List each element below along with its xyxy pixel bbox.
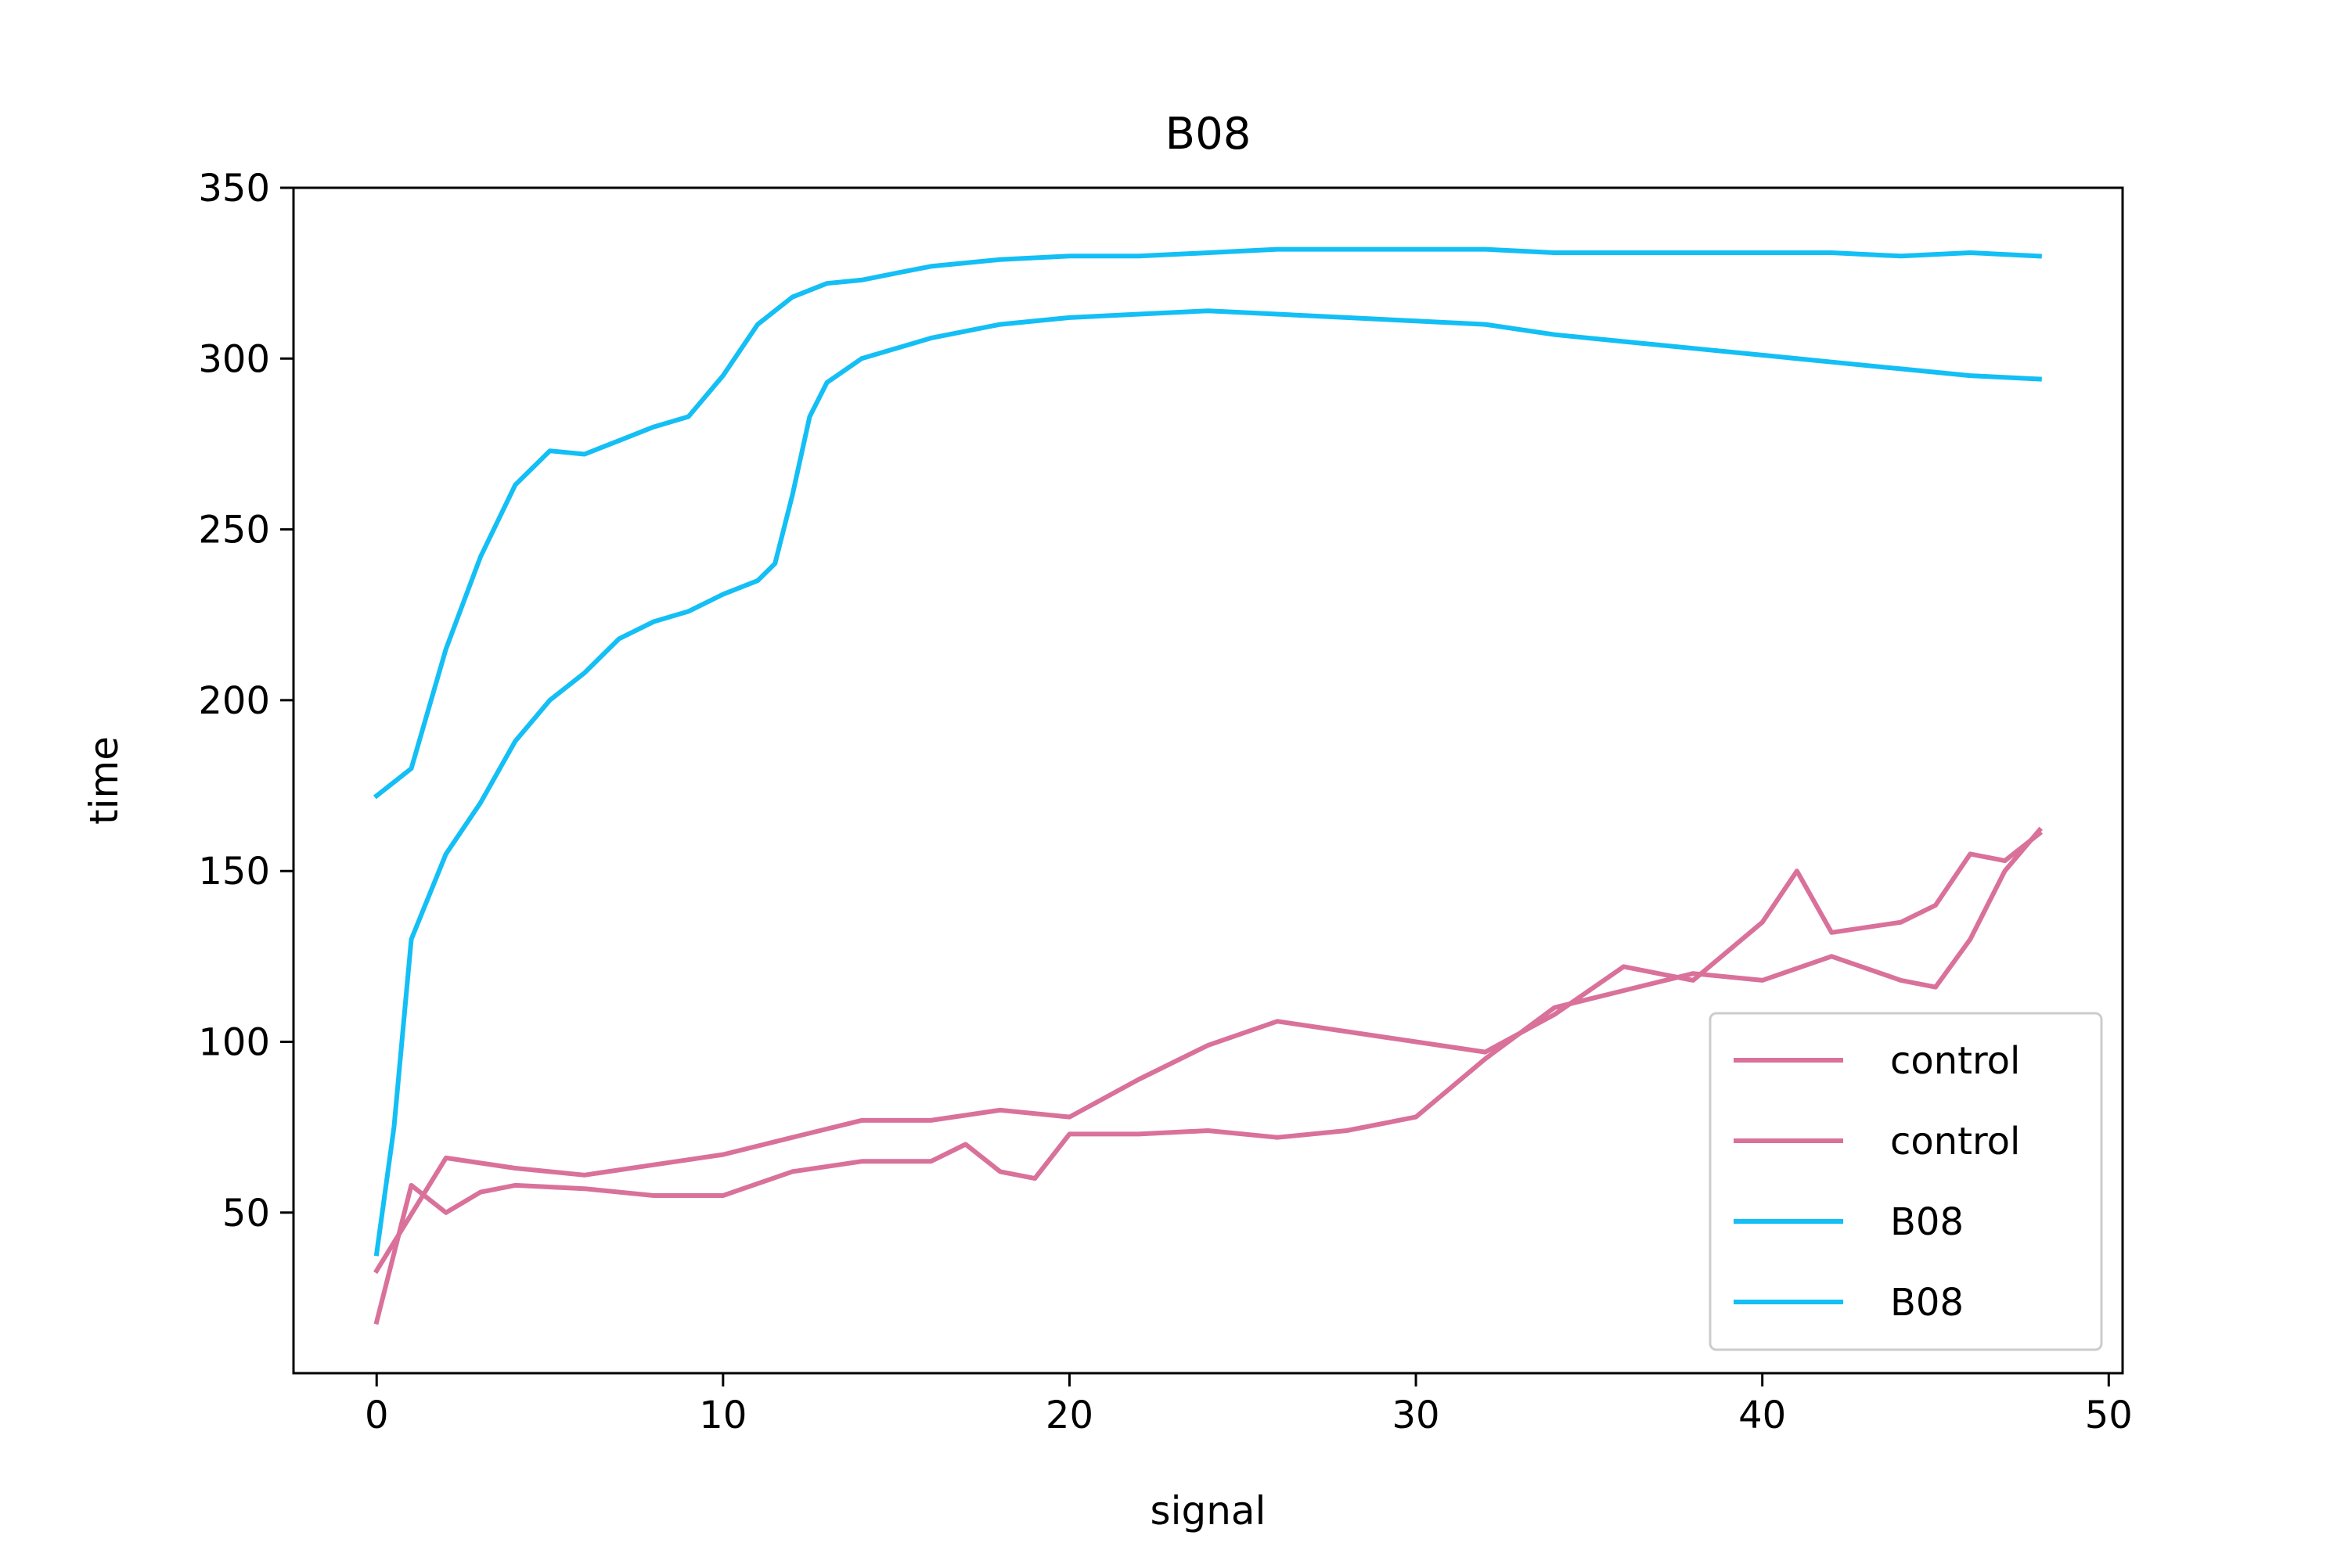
legend: control control B08 B08 — [1709, 1012, 2103, 1351]
legend-box — [1709, 1012, 2103, 1351]
series-line-2 — [373, 826, 2044, 1325]
chart-title: B08 — [1165, 109, 1251, 160]
legend-label: B08 — [1890, 1200, 1964, 1244]
y-tick-label: 150 — [198, 850, 270, 894]
x-tick-label: 30 — [1392, 1394, 1440, 1437]
x-axis-label: signal — [1151, 1488, 1266, 1534]
x-axis: 0 10 20 30 40 50 — [365, 1373, 2133, 1437]
series-line-1 — [373, 829, 2044, 1275]
legend-label: B08 — [1890, 1281, 1964, 1325]
y-tick-label: 250 — [198, 509, 270, 552]
series-layer — [373, 246, 2044, 1325]
y-tick-label: 200 — [198, 679, 270, 723]
series-line-3 — [373, 246, 2042, 800]
y-axis: 50 100 150 200 250 300 350 — [198, 167, 294, 1235]
x-tick-label: 40 — [1738, 1394, 1786, 1437]
y-tick-label: 100 — [198, 1020, 270, 1064]
legend-label: control — [1890, 1039, 2020, 1083]
series-line-4 — [373, 308, 2042, 1257]
x-tick-label: 10 — [699, 1394, 747, 1437]
y-tick-label: 350 — [198, 167, 270, 210]
legend-label: control — [1890, 1120, 2020, 1163]
x-tick-label: 50 — [2085, 1394, 2133, 1437]
y-axis-label: time — [81, 736, 127, 825]
y-tick-label: 50 — [222, 1192, 270, 1235]
y-tick-label: 300 — [198, 337, 270, 381]
plot-frame — [292, 186, 2124, 1375]
x-tick-label: 0 — [365, 1394, 389, 1437]
x-tick-label: 20 — [1046, 1394, 1093, 1437]
